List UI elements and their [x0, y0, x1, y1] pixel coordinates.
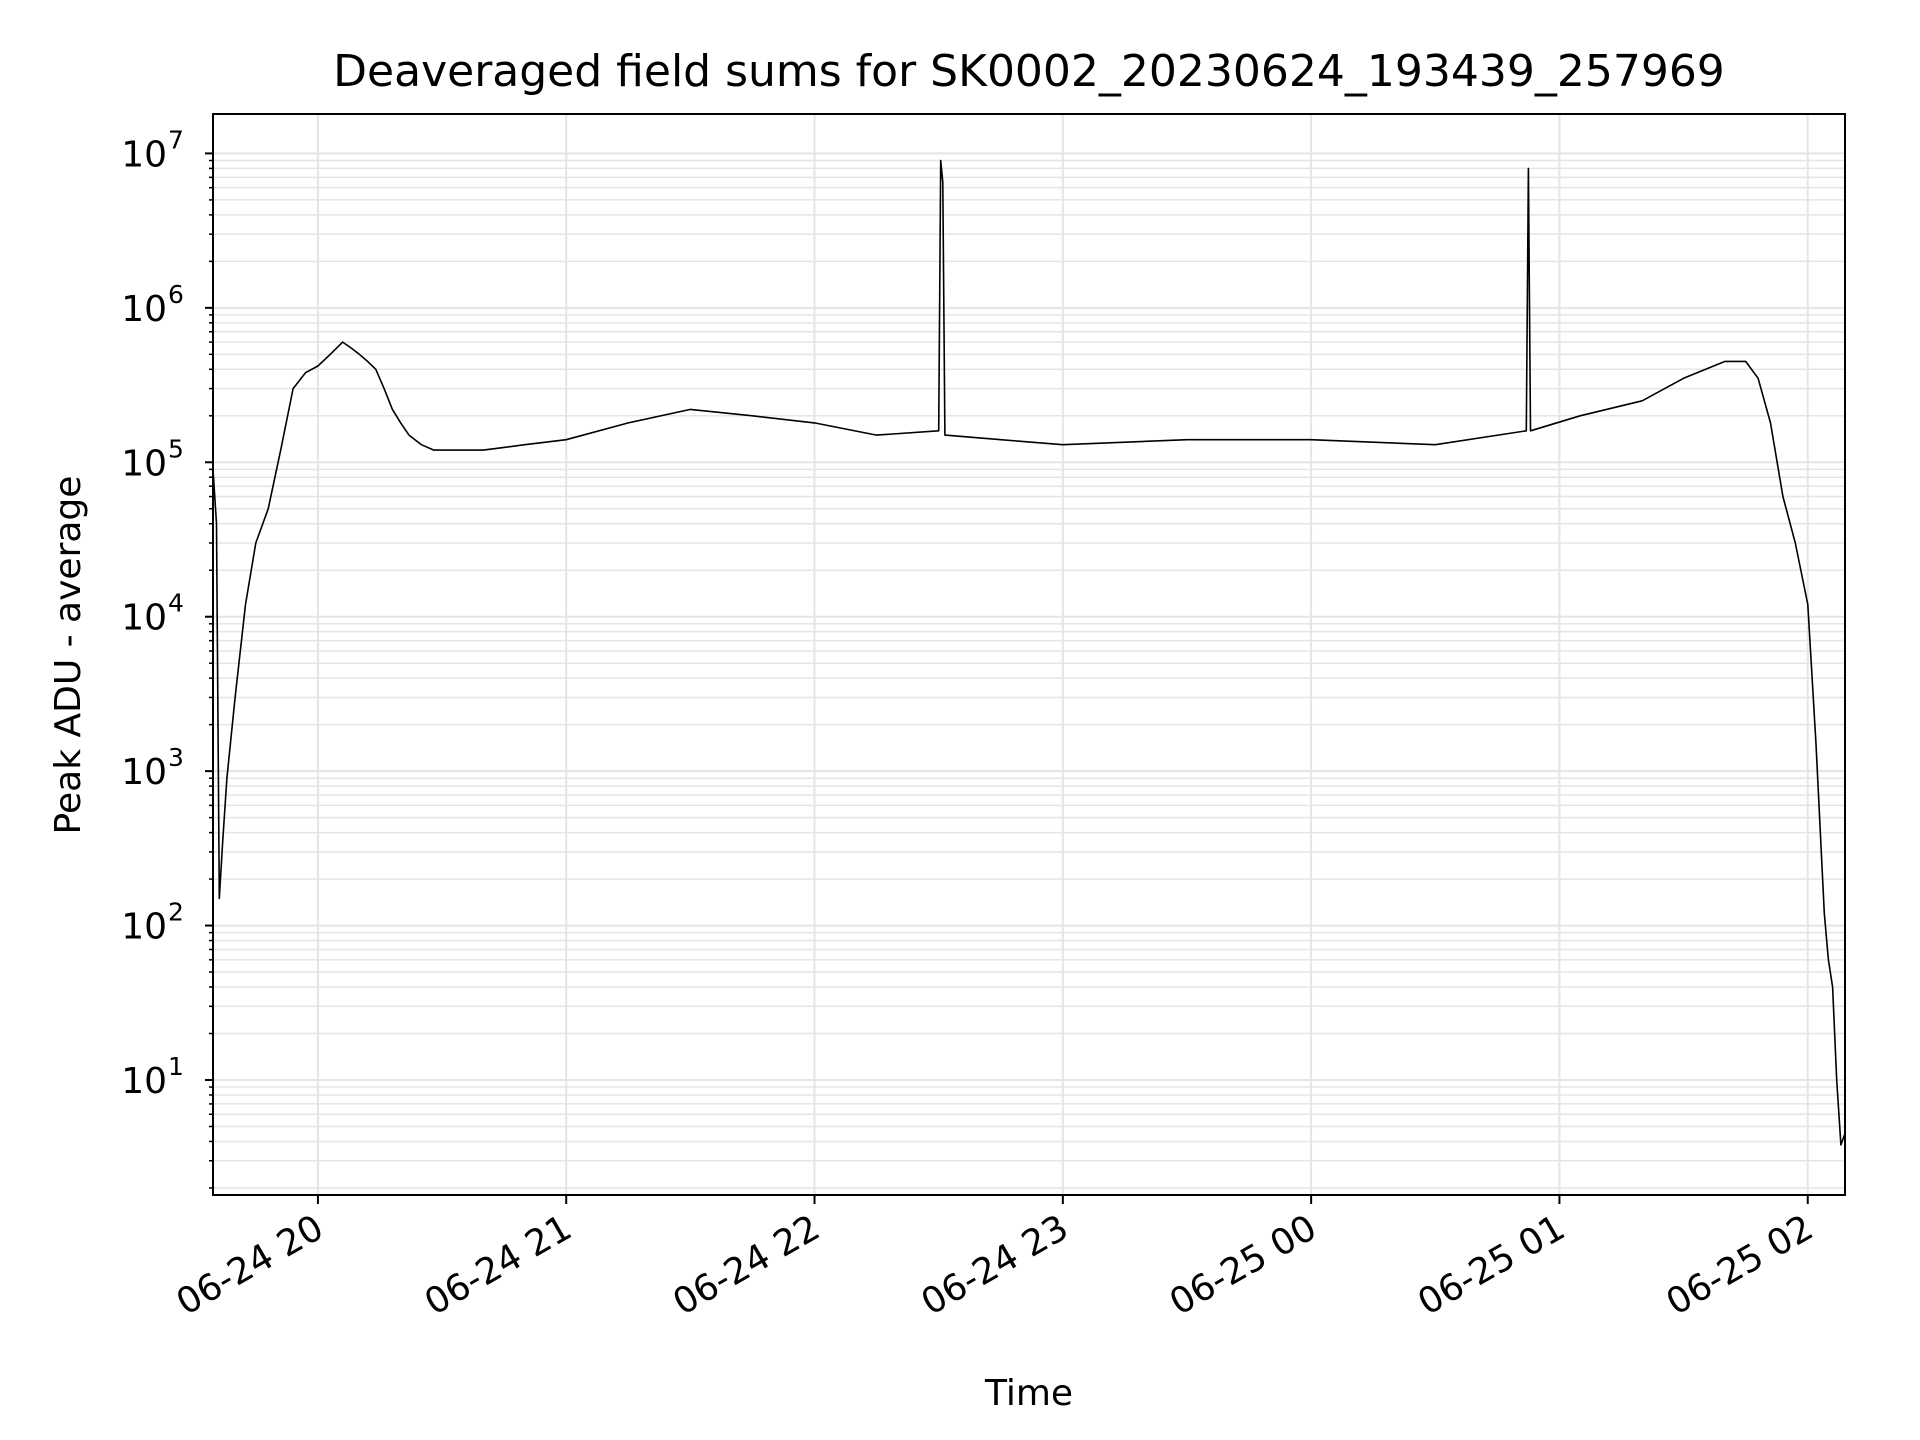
y-tick-label: 10: [121, 289, 167, 330]
grid: [213, 114, 1845, 1195]
y-tick-base: 10: [121, 598, 167, 639]
chart-title: Deaveraged field sums for SK0002_2023062…: [333, 46, 1725, 97]
y-tick-exponent: 1: [168, 1052, 184, 1081]
y-tick-base: 10: [121, 289, 167, 330]
y-tick-label: 10: [121, 443, 167, 484]
x-axis-label: Time: [984, 1373, 1073, 1414]
y-tick-base: 10: [121, 443, 167, 484]
y-tick-label: 10: [121, 907, 167, 948]
y-tick-exponent: 7: [168, 125, 184, 154]
y-tick-exponent: 3: [168, 743, 184, 772]
y-tick-base: 10: [121, 907, 167, 948]
series-line: [212, 159, 1846, 1146]
y-tick-label: 10: [121, 752, 167, 793]
y-tick-exponent: 6: [168, 280, 184, 309]
y-tick-base: 10: [121, 134, 167, 175]
y-tick-exponent: 4: [168, 589, 184, 618]
plot-area: [212, 159, 1846, 1146]
y-tick-base: 10: [121, 752, 167, 793]
y-tick-exponent: 2: [168, 898, 184, 927]
y-axis-label: Peak ADU - average: [48, 476, 89, 835]
y-tick-exponent: 5: [168, 434, 184, 463]
y-tick-label: 10: [121, 598, 167, 639]
y-tick-label: 10: [121, 1061, 167, 1102]
plot-frame: [212, 113, 1846, 1196]
y-tick-base: 10: [121, 1061, 167, 1102]
y-tick-label: 10: [121, 134, 167, 175]
